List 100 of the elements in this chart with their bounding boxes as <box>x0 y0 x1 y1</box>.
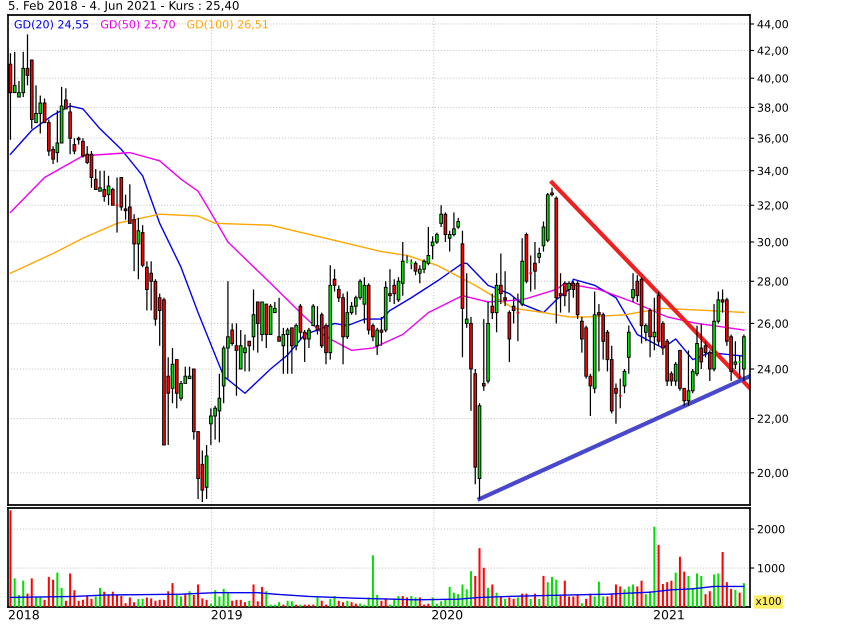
bar <box>427 604 430 607</box>
bar <box>644 594 647 607</box>
y-tick-label: 20,00 <box>758 468 788 478</box>
bar <box>666 582 668 607</box>
bar <box>214 590 216 607</box>
bar <box>265 591 268 607</box>
bar <box>112 592 114 607</box>
bar <box>580 603 583 607</box>
bar <box>116 595 118 607</box>
bar <box>384 598 387 607</box>
bar <box>632 584 634 607</box>
y-tick-label: 24,00 <box>758 364 788 375</box>
bar <box>546 582 549 607</box>
bar <box>146 597 148 607</box>
bar <box>133 602 136 607</box>
bar <box>256 601 259 607</box>
bar <box>329 598 332 607</box>
candlestick <box>110 187 115 206</box>
bar <box>521 594 524 607</box>
candlestick <box>512 297 516 324</box>
bar <box>568 596 570 607</box>
bar <box>628 586 630 607</box>
bar <box>137 598 140 607</box>
text: GD(50) 25,70 <box>100 20 175 30</box>
candlestick <box>218 373 222 443</box>
candlestick <box>56 110 60 164</box>
line-series <box>10 214 745 318</box>
candlestick <box>124 194 128 220</box>
bar <box>180 596 182 607</box>
bar <box>142 598 144 607</box>
bar <box>504 598 506 607</box>
bar <box>474 576 476 607</box>
bar <box>478 548 481 607</box>
bar <box>206 600 208 607</box>
bar <box>487 588 490 607</box>
bar <box>717 573 720 607</box>
candlestick <box>734 340 738 370</box>
candlestick <box>38 94 42 134</box>
candlestick <box>426 226 430 266</box>
candlestick <box>247 340 252 372</box>
text: GD(100) 26,51 <box>187 20 268 30</box>
bar <box>86 596 88 607</box>
bar <box>35 597 38 607</box>
bar <box>649 591 652 607</box>
x-tick-label: 2020 <box>432 610 462 620</box>
x-tick-label: 2018 <box>8 610 39 620</box>
y-tick-label: 22,00 <box>758 414 788 424</box>
y-tick-label: 32,00 <box>758 201 788 211</box>
bar <box>231 600 234 607</box>
candlestick <box>12 51 17 94</box>
text: x100 <box>756 597 781 605</box>
x-tick-label: 2019 <box>212 610 242 620</box>
bar <box>244 602 246 607</box>
candlestick <box>311 303 316 326</box>
bar <box>354 604 357 607</box>
y-tick-label: 26,00 <box>758 319 788 329</box>
candlestick <box>256 301 260 354</box>
bar <box>372 555 374 607</box>
bar <box>726 582 728 607</box>
candlestick <box>686 350 690 406</box>
bar <box>350 602 353 607</box>
candlestick <box>90 150 94 188</box>
bar <box>44 600 46 607</box>
bar <box>516 597 519 607</box>
bar <box>530 598 532 607</box>
bar <box>90 598 92 607</box>
bar <box>653 526 656 607</box>
bar <box>738 592 741 607</box>
bar <box>730 588 732 607</box>
bar <box>342 602 344 607</box>
bar <box>73 590 76 607</box>
y-tick-label: 38,00 <box>758 103 788 113</box>
bar <box>380 600 382 607</box>
bar <box>704 594 707 607</box>
bar <box>670 580 672 607</box>
bar <box>197 584 200 607</box>
bar <box>78 600 80 607</box>
candlestick <box>102 170 106 202</box>
candlestick <box>392 278 396 305</box>
bar <box>662 584 664 607</box>
bar <box>60 588 63 607</box>
bar <box>14 578 16 607</box>
bar <box>696 573 698 607</box>
bar <box>572 596 574 607</box>
bar <box>30 578 33 607</box>
bar <box>359 604 362 607</box>
candlestick <box>136 217 140 280</box>
bar <box>240 600 242 607</box>
bar <box>316 597 318 607</box>
bar <box>594 596 596 607</box>
bar <box>542 576 544 607</box>
bar <box>674 572 677 607</box>
line-series <box>10 586 745 601</box>
bar <box>48 576 50 607</box>
y-tick-label: 28,00 <box>758 277 788 287</box>
bar <box>286 600 289 607</box>
bar <box>619 586 622 607</box>
line-series <box>10 105 745 394</box>
bar <box>158 600 161 607</box>
bar <box>538 598 540 607</box>
